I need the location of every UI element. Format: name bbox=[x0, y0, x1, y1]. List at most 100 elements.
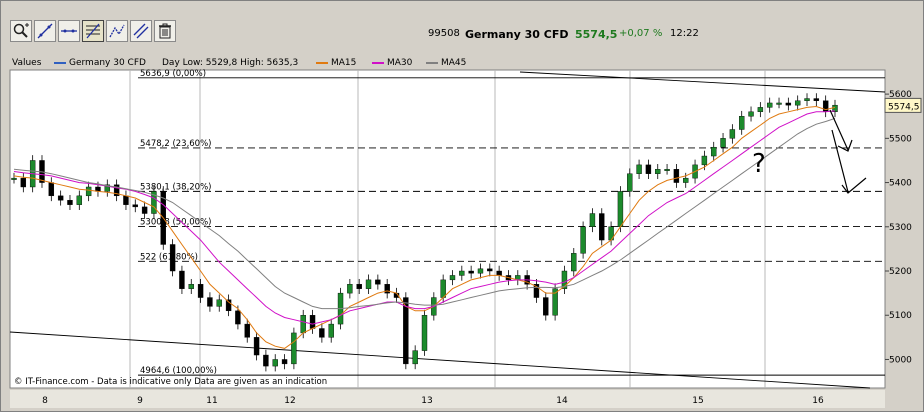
legend-day-stats: Day Low: 5529,8 High: 5635,3 bbox=[162, 58, 299, 68]
y-tick-label: 5300 bbox=[889, 223, 912, 233]
candle-body bbox=[356, 284, 362, 289]
candle-body bbox=[627, 173, 633, 192]
candle-body bbox=[20, 177, 27, 188]
legend-values-label: Values bbox=[12, 58, 42, 68]
candle-body bbox=[571, 253, 577, 272]
fibonacci-tool[interactable] bbox=[82, 20, 104, 42]
fib-level-label: 5636,9 (0,00%) bbox=[140, 69, 206, 79]
zoom-icon bbox=[13, 23, 29, 38]
fib-level-label: 5380,1 (38,20%) bbox=[140, 182, 212, 192]
candle-body bbox=[309, 315, 316, 329]
toolbar bbox=[10, 20, 176, 46]
fibonacci-icon bbox=[86, 23, 100, 39]
trendline-icon bbox=[37, 23, 53, 39]
series-line-ma15 bbox=[13, 105, 836, 349]
draw-pattern-tool[interactable] bbox=[106, 20, 128, 42]
chart-legend: Values Germany 30 CFD Day Low: 5529,8 Hi… bbox=[0, 58, 885, 70]
x-tick-label: 8 bbox=[42, 396, 48, 406]
y-tick-label: 5200 bbox=[889, 267, 912, 277]
pattern-icon bbox=[109, 24, 125, 38]
candle-body bbox=[739, 116, 745, 130]
arrow-stroke bbox=[829, 109, 849, 151]
candle-body bbox=[636, 164, 642, 174]
candle-body bbox=[225, 299, 232, 312]
candle-body bbox=[683, 177, 689, 183]
draw-trendline-tool[interactable] bbox=[34, 20, 56, 42]
candle-body bbox=[281, 359, 288, 365]
candle-body bbox=[113, 184, 120, 197]
candle-body bbox=[766, 102, 773, 108]
zoom-in-tool[interactable] bbox=[10, 20, 32, 42]
candle-body bbox=[822, 100, 829, 113]
legend-ma45: MA45 bbox=[426, 58, 466, 68]
instrument-code: 99508 bbox=[428, 28, 460, 39]
candle-body bbox=[244, 323, 250, 338]
candle-body bbox=[487, 268, 493, 272]
draw-horizontal-line-tool[interactable] bbox=[58, 20, 80, 42]
candle-body bbox=[365, 279, 372, 289]
candle-body bbox=[141, 206, 148, 214]
candle-body bbox=[263, 354, 269, 367]
y-tick-label: 5400 bbox=[889, 179, 912, 189]
fib-level-label: 5300,8 (50,00%) bbox=[140, 217, 212, 227]
candle-body bbox=[664, 169, 670, 171]
candle-body bbox=[673, 169, 680, 183]
x-tick-label: 16 bbox=[812, 396, 824, 406]
candle-body bbox=[235, 310, 241, 325]
candle-body bbox=[76, 195, 83, 205]
candle-body bbox=[347, 284, 353, 294]
last-price-label: 5574,5 bbox=[888, 102, 920, 112]
x-tick-label: 9 bbox=[137, 396, 143, 406]
last-price: 5574,5 bbox=[575, 28, 618, 41]
candle-body bbox=[477, 268, 484, 274]
candle-body bbox=[300, 315, 306, 334]
candle-body bbox=[375, 279, 381, 285]
y-tick-label: 5100 bbox=[889, 311, 912, 321]
candle-body bbox=[720, 138, 726, 148]
candle-body bbox=[272, 359, 278, 367]
candle-body bbox=[85, 186, 92, 197]
y-tick-label: 5000 bbox=[889, 355, 912, 365]
candle-body bbox=[701, 155, 708, 166]
candle-body bbox=[67, 200, 73, 205]
candle-body bbox=[123, 195, 129, 205]
candle-body bbox=[655, 169, 661, 174]
quote-time: 12:22 bbox=[670, 28, 699, 39]
candle-body bbox=[403, 297, 409, 365]
draw-channel-tool[interactable] bbox=[130, 20, 152, 42]
candle-body bbox=[813, 98, 820, 101]
candle-body bbox=[57, 195, 64, 201]
candle-body bbox=[104, 184, 110, 192]
x-axis-strip bbox=[10, 390, 885, 408]
fib-level-label: 5478,2 (23,60%) bbox=[140, 139, 212, 149]
candle-body bbox=[216, 299, 222, 307]
candle-body bbox=[188, 284, 194, 289]
legend-ma30: MA30 bbox=[372, 58, 412, 68]
series-line-ma45 bbox=[13, 117, 836, 310]
candle-body bbox=[580, 226, 586, 254]
candle-body bbox=[729, 129, 736, 139]
candle-body bbox=[459, 270, 465, 276]
x-tick-label: 13 bbox=[421, 396, 432, 406]
y-tick-label: 5600 bbox=[889, 90, 912, 100]
fib-level-label: 522 (61,80%) bbox=[140, 252, 198, 262]
fib-level-label: 4964,6 (100,00%) bbox=[140, 366, 217, 376]
candle-body bbox=[328, 323, 334, 338]
candle-body bbox=[543, 297, 549, 316]
x-tick-label: 12 bbox=[284, 396, 295, 406]
last-price-box bbox=[884, 97, 922, 113]
arrow-stroke bbox=[831, 129, 849, 193]
channel-icon bbox=[133, 23, 149, 39]
candle-body bbox=[785, 102, 792, 106]
delete-tool[interactable] bbox=[154, 20, 176, 42]
candle-body bbox=[617, 191, 624, 227]
legend-ma15: MA15 bbox=[316, 58, 356, 68]
candle-body bbox=[468, 270, 474, 274]
candle-body bbox=[645, 164, 652, 174]
candle-body bbox=[449, 275, 456, 281]
candle-body bbox=[253, 337, 260, 356]
y-tick-label: 5500 bbox=[889, 134, 912, 144]
candle-body bbox=[319, 328, 325, 338]
copyright-note: © IT-Finance.com - Data is indicative on… bbox=[14, 377, 327, 387]
candle-body bbox=[776, 102, 782, 105]
